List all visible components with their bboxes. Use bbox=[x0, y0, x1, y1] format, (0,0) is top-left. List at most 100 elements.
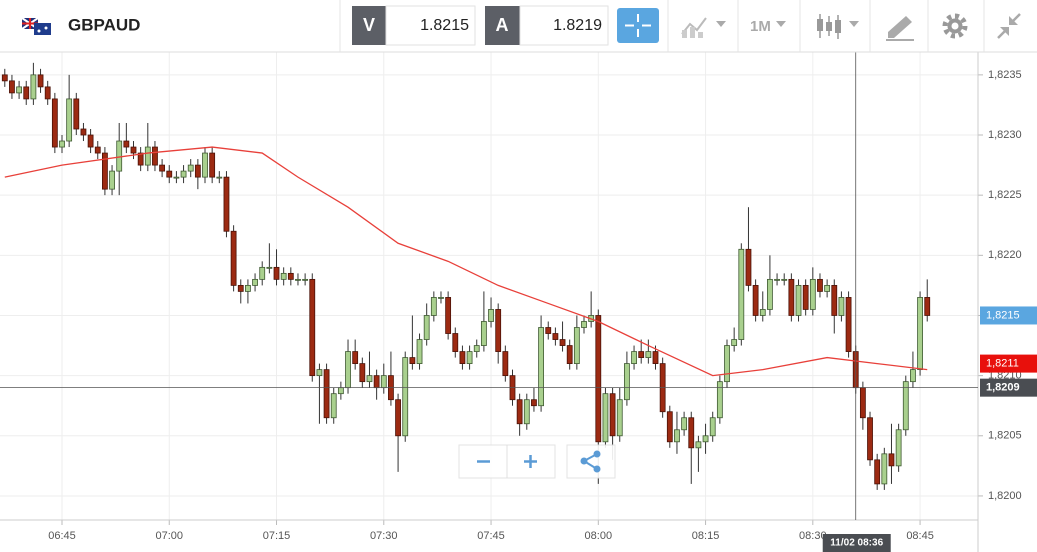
candle-body bbox=[223, 176, 230, 232]
candle-body bbox=[16, 86, 22, 94]
candle-body bbox=[817, 278, 823, 292]
symbol: GBPAUD bbox=[68, 15, 140, 34]
x-tick-label: 08:45 bbox=[906, 530, 934, 542]
candle-body bbox=[302, 278, 309, 281]
candle-body bbox=[23, 86, 30, 100]
candle-body bbox=[173, 176, 180, 179]
candle-body bbox=[709, 417, 716, 437]
candle-body bbox=[216, 176, 223, 179]
x-tick-label: 08:30 bbox=[799, 530, 827, 542]
bid-field bbox=[385, 5, 476, 46]
candle-body bbox=[337, 387, 344, 395]
ask-price: 1.8219 bbox=[553, 17, 602, 34]
candle-body bbox=[573, 327, 580, 364]
candle-body bbox=[1, 74, 8, 82]
candle-body bbox=[9, 80, 15, 94]
candle-body bbox=[745, 248, 752, 286]
candle-body bbox=[795, 284, 802, 316]
candle-body bbox=[466, 351, 473, 364]
candle-body bbox=[595, 315, 602, 443]
bid-badge bbox=[352, 6, 386, 45]
candle-body bbox=[180, 170, 187, 178]
candle-body bbox=[831, 284, 838, 316]
candle-body bbox=[430, 297, 437, 316]
candle-body bbox=[888, 453, 895, 467]
ask-label: A bbox=[496, 15, 509, 35]
candle-body bbox=[395, 399, 401, 437]
candle-body bbox=[666, 411, 673, 443]
candle-body bbox=[781, 278, 788, 281]
candle-body bbox=[309, 278, 316, 377]
candle-body bbox=[759, 309, 766, 316]
crosshair-y-tag bbox=[980, 378, 1037, 397]
zoom-in-button[interactable] bbox=[524, 455, 537, 468]
candle-body bbox=[867, 417, 873, 461]
chart-type-button[interactable] bbox=[681, 17, 726, 38]
candle-body bbox=[602, 393, 609, 443]
price-tag bbox=[980, 354, 1037, 373]
candle-body bbox=[566, 345, 573, 364]
candle-body bbox=[44, 86, 51, 100]
candle-body bbox=[345, 351, 351, 389]
candle-body bbox=[702, 435, 709, 443]
collapse-button[interactable] bbox=[997, 13, 1021, 39]
candle-body bbox=[788, 278, 795, 316]
candle-style-button[interactable] bbox=[817, 14, 859, 39]
toolbar: GBPAUD V 1.8215 A 1.8219 1M bbox=[0, 0, 1037, 53]
x-tick-label: 07:30 bbox=[370, 530, 398, 542]
candle-body bbox=[809, 278, 816, 310]
candle-body bbox=[152, 146, 158, 166]
candle-body bbox=[130, 146, 137, 154]
bid-label: V bbox=[363, 15, 375, 35]
candle-body bbox=[538, 327, 544, 407]
candle-body bbox=[695, 441, 702, 449]
candle-body bbox=[881, 453, 888, 485]
candle-body bbox=[66, 98, 73, 142]
candle-body bbox=[688, 417, 695, 449]
candle-body bbox=[295, 278, 301, 281]
candle-body bbox=[459, 351, 466, 364]
candle-body bbox=[445, 297, 452, 334]
candle-body bbox=[523, 399, 530, 425]
candle-body bbox=[159, 164, 166, 172]
candle-body bbox=[237, 284, 244, 292]
candle-body bbox=[824, 284, 831, 292]
candle-body bbox=[902, 381, 909, 431]
candle-body bbox=[166, 170, 173, 178]
candle-body bbox=[30, 74, 37, 100]
price-tag bbox=[980, 306, 1037, 325]
settings-button[interactable] bbox=[942, 13, 968, 39]
candle-body bbox=[616, 399, 623, 437]
candle-body bbox=[194, 164, 201, 178]
x-tick-label: 06:45 bbox=[48, 530, 76, 542]
crosshair-x-label: 11/02 08:36 bbox=[830, 538, 883, 549]
candle-body bbox=[116, 140, 123, 172]
plot: 06:45 07:00 07:15 07:30 07:45 08:00 08:15 08:30… bbox=[0, 52, 1037, 552]
candle-body bbox=[37, 74, 44, 88]
candle-body bbox=[80, 128, 87, 136]
x-tick-label: 07:45 bbox=[477, 530, 505, 542]
candle-body bbox=[87, 134, 94, 148]
draw-button[interactable] bbox=[886, 16, 914, 41]
y-tick-label: 1,8220 bbox=[988, 249, 1022, 261]
timeframe-button[interactable]: 1M bbox=[750, 18, 786, 35]
candle-body bbox=[895, 429, 902, 467]
x-tick-label: 07:00 bbox=[155, 530, 183, 542]
candle-body bbox=[652, 351, 659, 364]
price-tag-label: 1,8211 bbox=[986, 358, 1019, 370]
candle-body bbox=[645, 351, 652, 358]
crosshair-button[interactable] bbox=[617, 8, 659, 43]
share-button[interactable] bbox=[566, 444, 616, 479]
y-tick-label: 1,8230 bbox=[988, 129, 1022, 141]
y-tick-label: 1,8235 bbox=[988, 69, 1022, 81]
candle-body bbox=[917, 297, 923, 371]
candle-body bbox=[373, 375, 380, 389]
candle-body bbox=[545, 327, 552, 334]
candle-body bbox=[531, 399, 537, 407]
candle-body bbox=[609, 393, 616, 437]
candle-body bbox=[209, 152, 216, 178]
candle-body bbox=[874, 459, 881, 485]
candle-body bbox=[287, 272, 294, 280]
candle-body bbox=[731, 339, 738, 346]
